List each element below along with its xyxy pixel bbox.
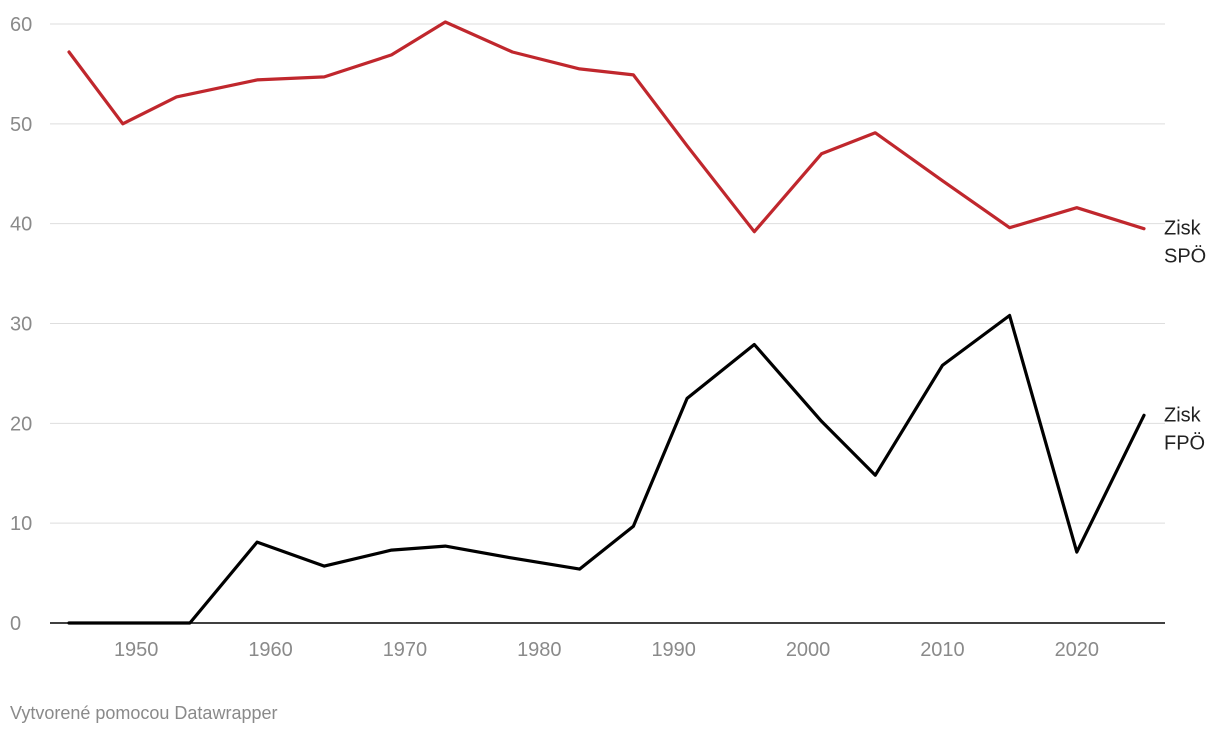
series-labels: Zisk SPÖ Zisk FPÖ — [1164, 218, 1206, 455]
x-tick-label: 2010 — [920, 639, 965, 661]
gridlines — [50, 23, 1165, 524]
y-tick-label: 30 — [10, 314, 32, 336]
y-tick-label: 0 — [10, 613, 21, 635]
series-label-line: FPÖ — [1164, 432, 1205, 454]
y-tick-label: 50 — [10, 114, 32, 136]
y-tick-label: 20 — [10, 413, 32, 435]
x-tick-label: 1990 — [651, 639, 696, 661]
x-tick-label: 1950 — [114, 639, 159, 661]
x-tick-label: 2000 — [786, 639, 831, 661]
series-lines — [67, 20, 1146, 625]
x-tick-label: 1980 — [517, 639, 562, 661]
series-label-line: Zisk — [1164, 218, 1202, 240]
x-tick-label: 1960 — [248, 639, 293, 661]
series-label: Zisk FPÖ — [1164, 404, 1205, 454]
x-tick-label: 2020 — [1055, 639, 1100, 661]
y-tick-label: 10 — [10, 513, 32, 535]
y-axis-tick-labels: 0 10 20 30 40 50 60 — [10, 14, 32, 635]
x-axis-tick-labels: 1950 1960 1970 1980 1990 2000 2010 2020 — [114, 639, 1099, 661]
series-label-line: SPÖ — [1164, 246, 1206, 268]
series-line — [67, 313, 1146, 625]
y-tick-label: 60 — [10, 14, 32, 36]
x-tick-label: 1970 — [383, 639, 428, 661]
series-label: Zisk SPÖ — [1164, 218, 1206, 268]
y-tick-label: 40 — [10, 214, 32, 236]
chart-credit: Vytvorené pomocou Datawrapper — [10, 703, 278, 723]
series-line — [67, 20, 1146, 234]
series-label-line: Zisk — [1164, 404, 1202, 426]
